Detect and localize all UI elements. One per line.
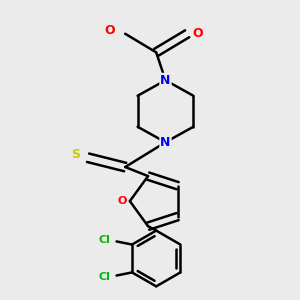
Text: O: O [104, 24, 115, 37]
Text: S: S [71, 148, 80, 161]
Text: N: N [160, 136, 171, 149]
Text: Cl: Cl [99, 235, 111, 245]
Text: O: O [117, 196, 127, 206]
Text: O: O [193, 27, 203, 40]
Text: N: N [160, 74, 171, 87]
Text: Cl: Cl [99, 272, 111, 282]
